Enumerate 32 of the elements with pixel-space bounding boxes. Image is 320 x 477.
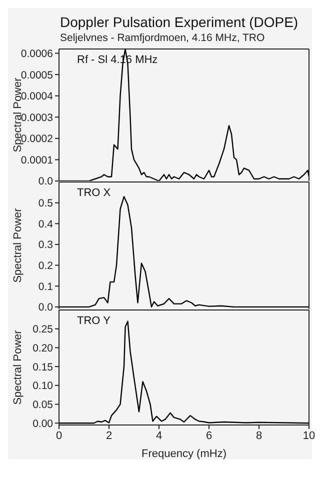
y-tick-label: 0.15	[32, 361, 54, 374]
y-tick-label: 0.00	[32, 418, 54, 430]
annotation: TRO Y	[77, 315, 110, 327]
x-tick-label: 10	[302, 430, 316, 442]
y-tick-label: 0.25	[32, 324, 54, 336]
y-tick-label: 0.0001	[20, 154, 54, 166]
x-tick-label: 0	[56, 430, 62, 442]
y-tick-label: 0.0	[38, 176, 54, 188]
y-tick-label: 0.05	[32, 398, 54, 411]
y-tick-label: 0.0005	[20, 69, 54, 82]
y-tick-label: 0.0	[38, 302, 54, 314]
annotation: TRO X	[77, 187, 111, 199]
y-tick-label: 0.10	[32, 380, 54, 392]
y-axis-title: Spectral Power	[12, 208, 24, 283]
x-tick-label: 2	[106, 430, 112, 442]
x-tick-label: 6	[206, 430, 212, 442]
y-axis-title: Spectral Power	[12, 330, 24, 405]
x-tick-label: 8	[256, 430, 262, 442]
y-tick-label: 0.4	[38, 218, 54, 230]
x-axis-title: Frequency (mHz)	[142, 448, 226, 460]
y-tick-label: 0.0006	[20, 48, 54, 60]
x-tick-label: 4	[156, 430, 162, 442]
y-tick-label: 0.20	[32, 342, 54, 354]
y-tick-label: 0.2	[38, 260, 54, 272]
y-tick-label: 0.3	[38, 239, 54, 252]
chart-title: Doppler Pulsation Experiment (DOPE)	[60, 14, 300, 30]
line-series	[59, 196, 309, 308]
y-tick-label: 0.5	[38, 198, 54, 210]
y-tick-label: 0.0004	[20, 90, 54, 103]
y-tick-label: 0.0003	[20, 112, 54, 124]
chart-subtitle: Seljelvnes - Ramfjordmoen, 4.16 MHz, TRO	[60, 32, 266, 44]
y-tick-label: 0.1	[38, 280, 54, 293]
